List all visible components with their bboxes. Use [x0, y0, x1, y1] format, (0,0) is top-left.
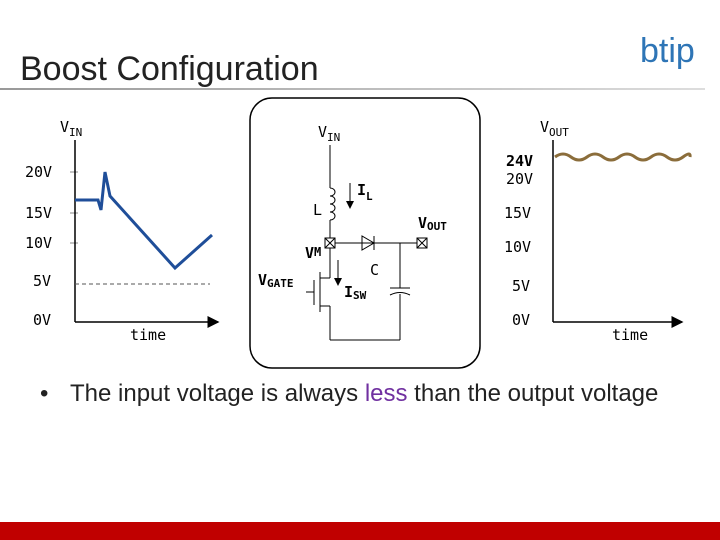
bullet-point: • The input voltage is always less than t… — [40, 378, 660, 410]
inductor-label: L — [313, 201, 322, 219]
bullet-text: than the output voltage — [407, 380, 659, 407]
footer-bar — [0, 522, 720, 540]
tick-label: 20V — [506, 170, 533, 188]
label-main: V — [318, 123, 327, 141]
label-sub: SW — [353, 289, 367, 302]
tick-label: 20V — [25, 163, 52, 181]
label-sub: OUT — [549, 126, 569, 139]
tick-label: 5V — [512, 277, 530, 295]
label-sub: GATE — [267, 277, 294, 290]
label-main: V — [305, 244, 314, 262]
label-main: V — [60, 118, 69, 136]
slide-title: Boost Configuration — [20, 50, 319, 88]
label-sub: L — [366, 190, 373, 203]
circuit-wires — [306, 145, 428, 341]
label-main: I — [344, 283, 353, 301]
label-main: V — [418, 214, 427, 232]
peak-label: 24V — [506, 152, 533, 170]
vin-waveform — [75, 171, 213, 271]
bullet-text: The input voltage is always — [70, 380, 365, 407]
label-sub: IN — [327, 131, 340, 144]
label-main: V — [540, 118, 549, 136]
vout-label: VOUT — [418, 214, 447, 233]
x-label: time — [130, 326, 166, 344]
gate-label: VGATE — [258, 271, 294, 290]
current-label: IL — [357, 181, 373, 203]
tick-label: 15V — [25, 204, 52, 222]
label-sub: M — [314, 245, 321, 259]
tick-label: 10V — [25, 234, 52, 252]
tick-label: 0V — [33, 311, 51, 329]
title-rule — [0, 88, 705, 90]
current-label: ISW — [344, 283, 367, 302]
vout-waveform — [554, 152, 692, 162]
tick-label: 10V — [504, 238, 531, 256]
label-sub: IN — [69, 126, 82, 139]
x-label: time — [612, 326, 648, 344]
node-label: VM — [305, 244, 321, 262]
tick-label: 0V — [512, 311, 530, 329]
vin-label: VIN — [318, 123, 340, 144]
label-main: V — [258, 271, 267, 289]
tick-label: 5V — [33, 272, 51, 290]
capacitor-label: C — [370, 261, 379, 279]
vin-label: VIN — [60, 118, 82, 139]
logo: btip — [640, 32, 695, 70]
bullet-dot: • — [40, 380, 49, 407]
tick-label: 15V — [504, 204, 531, 222]
tick-marks — [70, 171, 78, 244]
circuit-box — [249, 97, 481, 369]
bullet-emphasis: less — [364, 380, 408, 407]
vout-label: VOUT — [540, 118, 569, 139]
label-main: I — [357, 181, 366, 199]
label-sub: OUT — [427, 220, 447, 233]
